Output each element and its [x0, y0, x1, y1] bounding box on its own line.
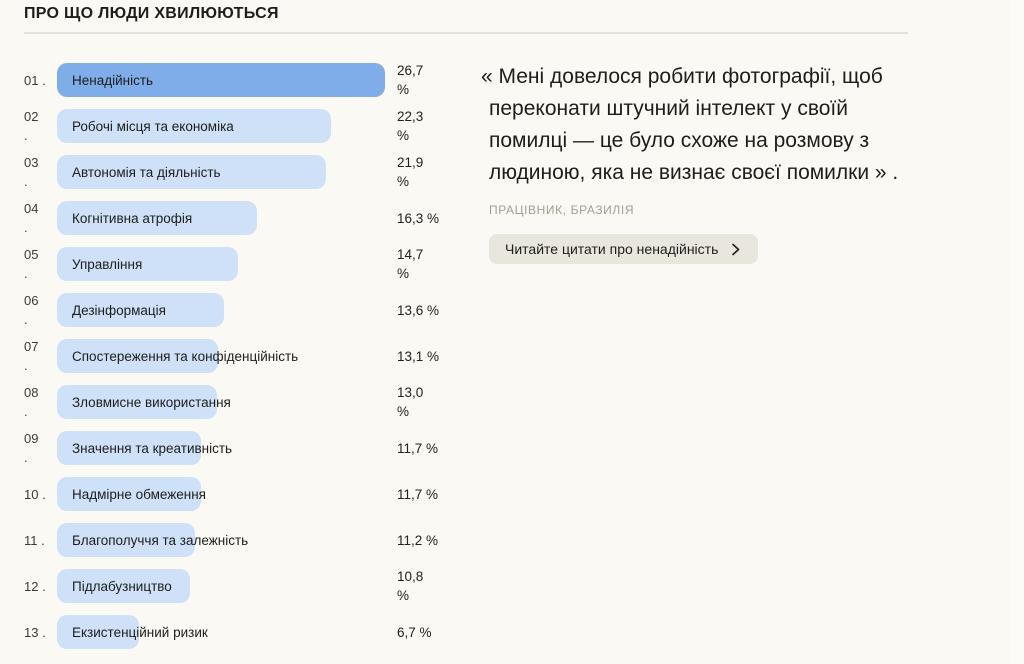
row-rank: 06. [24, 293, 39, 327]
row-value: 13,0% [397, 385, 424, 419]
chart-row: 01 . Ненадійність 26,7% [24, 63, 449, 97]
read-quotes-button[interactable]: Читайте цитати про ненадійність [489, 234, 759, 264]
quote-panel: « Мені довелося робити фотографії, щоб пе… [481, 61, 941, 264]
row-bar-area: Надмірне обмеження [57, 477, 397, 511]
topic-label: Управління [72, 256, 143, 272]
row-value: 14,7% [397, 247, 424, 281]
topic-bar[interactable]: Дезінформація [57, 293, 224, 327]
chevron-right-icon [729, 243, 742, 256]
row-bar-area: Робочі місця та економіка [57, 109, 397, 143]
chart-row: 13 . Екзистенційний ризик 6,7 % [24, 615, 449, 649]
row-value: 13,1 % [397, 348, 440, 364]
topic-bar[interactable]: Зловмисне використання [57, 385, 231, 419]
row-rank: 03. [24, 155, 39, 189]
chart-row: 09. Значення та креативність 11,7 % [24, 431, 449, 465]
row-bar-area: Дезінформація [57, 293, 397, 327]
chart-row: 06. Дезінформація 13,6 % [24, 293, 449, 327]
topic-bar[interactable]: Когнітивна атрофія [57, 201, 257, 235]
row-rank: 01 . [24, 72, 46, 88]
row-value: 11,7 % [397, 486, 439, 502]
row-rank: 09. [24, 431, 39, 465]
chart-row: 05. Управління 14,7% [24, 247, 449, 281]
row-value: 11,7 % [397, 440, 439, 456]
topic-bar[interactable]: Спостереження та конфіденційність [57, 339, 298, 373]
row-rank: 11 . [24, 532, 45, 548]
topic-label: Дезінформація [72, 302, 166, 318]
chart-row: 12 . Підлабузництво 10,8% [24, 569, 449, 603]
topic-label: Ненадійність [72, 72, 154, 88]
topic-label: Зловмисне використання [72, 394, 231, 410]
row-rank: 08. [24, 385, 39, 419]
page-title: ПРО ЩО ЛЮДИ ХВИЛЮЮТЬСЯ [24, 5, 279, 22]
row-value: 10,8% [397, 569, 424, 603]
row-value: 16,3 % [397, 210, 440, 226]
row-value: 22,3% [397, 109, 424, 143]
chart-row: 11 . Благополуччя та залежність 11,2 % [24, 523, 449, 557]
topic-bar[interactable]: Підлабузництво [57, 569, 190, 603]
topic-label: Екзистенційний ризик [72, 624, 208, 640]
row-value: 6,7 % [397, 624, 432, 640]
topic-bar[interactable]: Екзистенційний ризик [57, 615, 208, 649]
chart-row: 04. Когнітивна атрофія 16,3 % [24, 201, 449, 235]
row-bar-area: Когнітивна атрофія [57, 201, 397, 235]
topic-bar[interactable]: Надмірне обмеження [57, 477, 206, 511]
row-bar-area: Підлабузництво [57, 569, 397, 603]
row-bar-area: Значення та креативність [57, 431, 397, 465]
topic-label: Надмірне обмеження [72, 486, 206, 502]
topic-label: Благополуччя та залежність [72, 532, 249, 548]
row-rank: 04. [24, 201, 39, 235]
topic-bar[interactable]: Благополуччя та залежність [57, 523, 248, 557]
topic-bar[interactable]: Управління [57, 247, 238, 281]
row-bar-area: Благополуччя та залежність [57, 523, 397, 557]
chart-row: 10 . Надмірне обмеження 11,7 % [24, 477, 449, 511]
row-bar-area: Автономія та діяльність [57, 155, 397, 189]
row-value: 13,6 % [397, 302, 440, 318]
read-quotes-button-label: Читайте цитати про ненадійність [505, 241, 719, 257]
row-rank: 05. [24, 247, 39, 281]
row-bar-area: Ненадійність [57, 63, 397, 97]
topic-bar[interactable]: Робочі місця та економіка [57, 109, 331, 143]
row-rank: 12 . [24, 578, 46, 594]
row-bar-area: Управління [57, 247, 397, 281]
chart-row: 07. Спостереження та конфіденційність 13… [24, 339, 449, 373]
row-bar-area: Спостереження та конфіденційність [57, 339, 397, 373]
page-edge-strip [1011, 0, 1024, 664]
topic-bar[interactable]: Ненадійність [57, 63, 385, 97]
row-rank: 13 . [24, 624, 46, 640]
row-rank: 10 . [24, 486, 46, 502]
topic-label: Спостереження та конфіденційність [72, 348, 299, 364]
title-divider [24, 32, 908, 34]
quote-text: « Мені довелося робити фотографії, щоб пе… [481, 65, 899, 184]
row-rank: 07. [24, 339, 39, 373]
topic-label: Когнітивна атрофія [72, 210, 193, 226]
row-value: 26,7% [397, 63, 424, 97]
row-rank: 02. [24, 109, 39, 143]
chart-row: 03. Автономія та діяльність 21,9% [24, 155, 449, 189]
chart-row: 02. Робочі місця та економіка 22,3% [24, 109, 449, 143]
topic-label: Робочі місця та економіка [72, 118, 234, 134]
topic-bar[interactable]: Значення та креативність [57, 431, 232, 465]
row-bar-area: Екзистенційний ризик [57, 615, 397, 649]
quote-attribution: ПРАЦІВНИК, БРАЗИЛІЯ [489, 203, 635, 217]
topics-chart: 01 . Ненадійність 26,7% 02. Робочі місця… [24, 63, 449, 649]
topic-bar[interactable]: Автономія та діяльність [57, 155, 326, 189]
topic-label: Підлабузництво [72, 578, 172, 594]
row-value: 21,9% [397, 155, 424, 189]
chart-row: 08. Зловмисне використання 13,0% [24, 385, 449, 419]
topic-label: Автономія та діяльність [72, 164, 221, 180]
row-value: 11,2 % [397, 532, 439, 548]
row-bar-area: Зловмисне використання [57, 385, 397, 419]
topic-label: Значення та креативність [72, 440, 233, 456]
